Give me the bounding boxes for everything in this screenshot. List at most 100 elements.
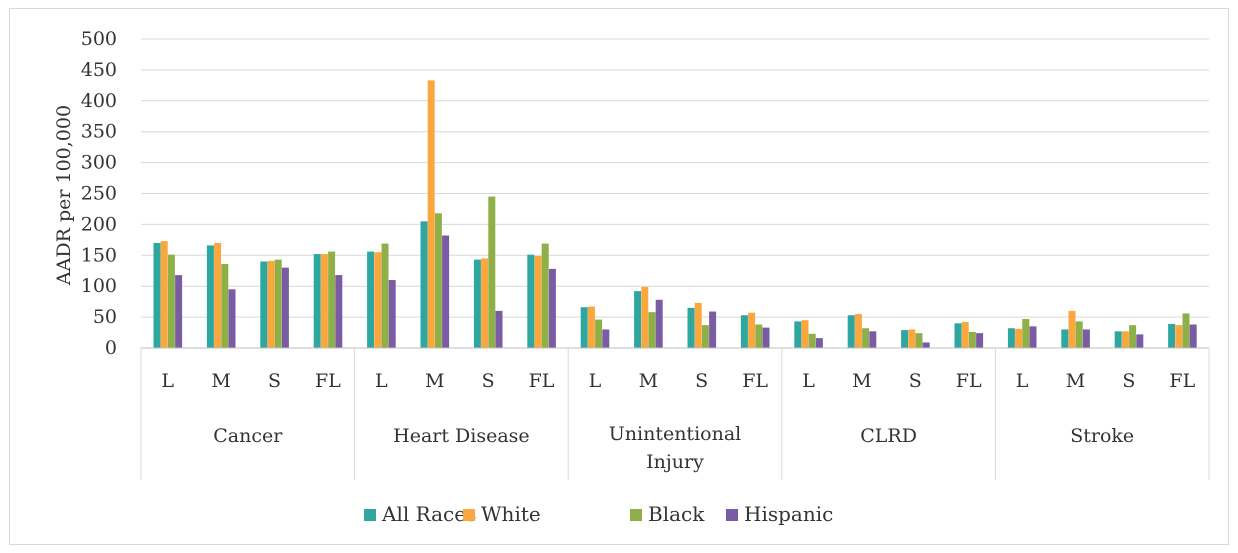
bar	[1061, 329, 1069, 348]
bar	[648, 312, 656, 348]
x-sub-label: L	[375, 370, 388, 392]
bar	[587, 306, 595, 348]
bar	[1182, 313, 1190, 348]
y-tick-label: 0	[105, 337, 117, 359]
bar	[206, 245, 214, 348]
y-tick-label: 450	[81, 59, 117, 81]
bar	[869, 331, 877, 348]
bar	[320, 254, 328, 348]
bar	[968, 331, 976, 348]
x-sub-label: FL	[315, 370, 341, 392]
x-sub-label: M	[852, 370, 871, 392]
bar	[274, 259, 282, 348]
bar	[1189, 324, 1197, 348]
legend-swatch	[726, 509, 738, 521]
bar	[221, 263, 229, 348]
x-group-label: Injury	[646, 451, 704, 473]
bar	[815, 338, 823, 348]
legend-label: Black	[648, 502, 705, 526]
legend-swatch	[463, 509, 475, 521]
x-sub-label: FL	[742, 370, 768, 392]
bar	[862, 328, 870, 348]
bar	[602, 329, 610, 348]
bar	[328, 251, 336, 348]
bar	[1029, 326, 1037, 348]
bar	[1129, 325, 1137, 348]
bar	[748, 312, 756, 348]
bar	[167, 254, 175, 348]
bar	[694, 302, 702, 348]
bar	[260, 261, 268, 348]
bars	[153, 80, 1197, 348]
bar	[1015, 328, 1023, 348]
bar	[374, 252, 382, 348]
bar	[701, 325, 709, 348]
bar	[420, 221, 428, 348]
bar	[527, 254, 535, 348]
x-sub-label: L	[802, 370, 815, 392]
bar	[381, 243, 389, 348]
bar	[1022, 318, 1030, 348]
bar	[687, 307, 695, 348]
bar	[808, 333, 816, 348]
bar	[153, 242, 161, 348]
bar	[954, 323, 962, 348]
x-group-label: Cancer	[213, 425, 283, 447]
x-group-label: Stroke	[1070, 425, 1134, 447]
bar	[442, 235, 450, 348]
bar	[1068, 310, 1076, 348]
bar	[367, 251, 375, 348]
legend-label: All Races	[381, 502, 476, 526]
bar	[634, 291, 642, 348]
bar	[755, 324, 763, 348]
bar	[641, 286, 649, 348]
bar	[1175, 325, 1183, 348]
bar	[481, 258, 489, 348]
bar	[922, 342, 930, 348]
y-tick-label: 500	[81, 28, 117, 50]
bar	[313, 254, 321, 348]
legend-label: White	[481, 502, 541, 526]
y-axis-ticks: 0 50 100 150 200 250 300 350 400 450 500	[81, 28, 117, 359]
y-tick-label: 400	[81, 90, 117, 112]
y-tick-label: 350	[81, 121, 117, 143]
bar	[794, 321, 802, 348]
bar	[709, 311, 717, 348]
bar	[595, 319, 603, 348]
bar	[534, 255, 542, 348]
x-sub-label: L	[589, 370, 602, 392]
gridlines	[141, 38, 1209, 318]
bar	[1168, 323, 1176, 348]
bar	[541, 243, 549, 348]
y-tick-label: 300	[81, 152, 117, 174]
bar	[847, 315, 855, 348]
bar	[160, 241, 168, 348]
x-sub-label: FL	[529, 370, 555, 392]
bar	[228, 289, 236, 348]
x-sub-label: M	[1066, 370, 1085, 392]
x-sub-label: L	[161, 370, 174, 392]
x-sub-label: S	[268, 370, 281, 392]
bar	[495, 310, 503, 348]
x-sub-label: FL	[956, 370, 982, 392]
bar	[1007, 328, 1015, 348]
bar	[488, 196, 496, 348]
bar	[335, 275, 343, 348]
bar	[427, 80, 435, 348]
bar	[434, 213, 442, 348]
bar	[762, 327, 770, 348]
bar	[915, 333, 923, 348]
x-sub-label: L	[1016, 370, 1029, 392]
y-axis-label: AADR per 100,000	[53, 105, 75, 286]
bar	[473, 259, 481, 348]
legend: All Races White Black Hispanic	[364, 502, 833, 526]
bar	[854, 314, 862, 348]
bar	[901, 330, 909, 348]
y-tick-label: 200	[81, 213, 117, 235]
bar	[961, 322, 969, 348]
y-tick-label: 100	[81, 275, 117, 297]
bar	[214, 242, 222, 348]
bar	[740, 315, 748, 348]
x-sub-label: S	[482, 370, 495, 392]
